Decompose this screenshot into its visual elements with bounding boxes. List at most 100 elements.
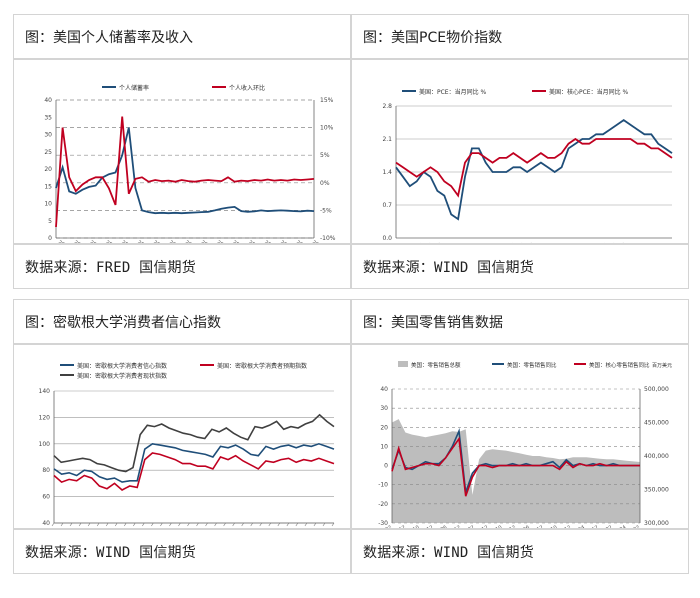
right-y-tick: 0% <box>320 180 330 187</box>
x-tick-mark <box>259 522 262 527</box>
right-y-tick: -5% <box>320 207 332 214</box>
x-tick-label: 2019- <box>168 240 184 243</box>
x-tick-mark <box>69 522 73 527</box>
panel-2-title: 图：美国PCE物价指数 <box>363 30 503 46</box>
x-tick-label: 2023 <box>488 242 499 243</box>
left-y-tick: 20 <box>44 166 52 173</box>
x-tick-label: -12 <box>562 525 572 528</box>
x-tick-label: 2022 <box>479 242 490 243</box>
x-tick-mark <box>250 522 253 527</box>
x-tick-label: -10 <box>493 525 503 528</box>
series-line-current <box>53 413 335 473</box>
x-tick-label: 2019- <box>216 240 232 243</box>
x-tick-label: 2020- <box>89 240 105 243</box>
left-y-tick: 0 <box>384 463 388 470</box>
x-tick-mark <box>87 522 91 527</box>
x-tick-mark <box>313 522 317 527</box>
panel-4-source-cell: 数据来源：WIND 国信期货 <box>351 529 689 574</box>
x-tick-label: -02 <box>603 525 613 528</box>
x-tick-label: 2028 <box>534 242 545 243</box>
right-y-tick: 15% <box>320 97 334 104</box>
x-tick-mark <box>286 522 290 527</box>
x-tick-label: 2018- <box>295 240 311 243</box>
left-y-tick: -20 <box>378 501 388 508</box>
x-tick-label: 2041 <box>654 242 665 243</box>
x-tick-mark <box>142 522 145 527</box>
x-tick-label: 2018- <box>248 240 264 243</box>
panel-3-source-cell: 数据来源：WIND 国信期货 <box>13 529 351 574</box>
left-y-tick: 40 <box>44 97 52 104</box>
left-y-tick: 0 <box>48 235 52 242</box>
x-tick-mark <box>268 522 272 527</box>
y-tick: 100 <box>39 441 51 448</box>
x-tick-label: -02 <box>631 525 641 528</box>
series-line-core-retail-yoy <box>391 436 640 497</box>
report-grid: 图：美国个人储蓄率及收入 图：美国PCE物价指数 0 5 10 15 20 25 30 35 4… <box>13 14 689 584</box>
y-tick: 0.0 <box>382 235 392 242</box>
y-tick: 40 <box>42 520 50 527</box>
right-y-tick: 10% <box>320 125 334 132</box>
left-y-tick: 40 <box>380 386 388 393</box>
panel-3-source: 数据来源：WIND 国信期货 <box>25 545 196 561</box>
x-tick-mark <box>322 522 326 527</box>
chart1-legend-label: 个人收入环比 <box>229 84 265 92</box>
x-tick-label: 2019 <box>451 242 462 243</box>
panel-1-chart-cell: 0510152025303540-10%-5%0%5%10%15%2021-20… <box>13 59 351 252</box>
x-tick-label: 2020 <box>460 242 471 243</box>
chart4-legend-label: 美国：核心零售销售同比 <box>589 361 650 369</box>
left-y-tick: 30 <box>44 132 52 139</box>
panel-3-title: 图：密歇根大学消费者信心指数 <box>25 315 221 331</box>
panel-4-source: 数据来源：WIND 国信期货 <box>363 545 534 561</box>
y-tick: 80 <box>42 467 50 474</box>
x-tick-label: 2019- <box>200 240 216 243</box>
y-tick: 120 <box>39 414 51 421</box>
x-tick-label: -12 <box>534 525 544 528</box>
x-tick-label: 2027 <box>525 242 536 243</box>
x-tick-label: -12 <box>479 525 489 528</box>
right-y-tick: 350,000 <box>644 487 669 494</box>
left-y-tick: 15 <box>44 183 52 190</box>
x-tick-label: 2038 <box>626 242 637 243</box>
x-tick-label: -10 <box>410 525 420 528</box>
panel-1-source: 数据来源：FRED 国信期货 <box>25 260 196 276</box>
series-area-retail-total <box>392 419 640 523</box>
x-tick-mark <box>160 522 163 527</box>
x-tick-label: 2021- <box>57 240 73 243</box>
x-tick-label: 2040 <box>644 242 655 243</box>
y-tick: 1.4 <box>382 169 392 176</box>
x-tick-label: 2032 <box>571 242 582 243</box>
panel-2-chart-cell: 0.00.71.42.12.82012201320142015201620172… <box>351 59 689 255</box>
x-tick-mark <box>151 522 154 527</box>
left-y-tick: 5 <box>48 218 52 225</box>
left-y-tick: -10 <box>378 482 388 489</box>
x-tick-label: 2017 <box>433 242 444 243</box>
series-line-expectations <box>53 452 335 491</box>
chart1-legend-label: 个人储蓄率 <box>119 84 149 92</box>
x-tick-label: -06 <box>438 525 448 528</box>
series-line-income-mom <box>55 116 315 228</box>
right-y-tick: 400,000 <box>644 453 669 460</box>
series-line-savings-rate <box>55 127 315 215</box>
x-tick-mark <box>96 522 100 527</box>
x-tick-label: -12 <box>507 525 517 528</box>
left-y-tick: 35 <box>44 114 52 121</box>
panel-3-title-cell: 图：密歇根大学消费者信心指数 <box>13 299 351 344</box>
y-tick: 2.1 <box>382 136 392 143</box>
x-tick-label: 2020- <box>73 240 89 243</box>
x-tick-label: 2031 <box>562 242 573 243</box>
y-tick: 60 <box>42 494 50 501</box>
x-tick-label: 2029 <box>543 242 554 243</box>
x-tick-mark <box>169 522 172 527</box>
x-tick-label: 2033 <box>580 242 591 243</box>
x-tick-label: -12 <box>424 525 434 528</box>
panel-4-title: 图：美国零售销售数据 <box>363 315 503 331</box>
x-tick-mark <box>277 522 281 527</box>
left-y-tick: 30 <box>380 405 388 412</box>
x-tick-label: 2015 <box>414 242 425 243</box>
x-tick-mark <box>241 522 244 527</box>
x-tick-label: 2020- <box>121 240 137 243</box>
x-tick-label: -04 <box>576 525 586 528</box>
x-tick-label: 2018- <box>279 240 295 243</box>
series-line-pce <box>395 119 673 221</box>
